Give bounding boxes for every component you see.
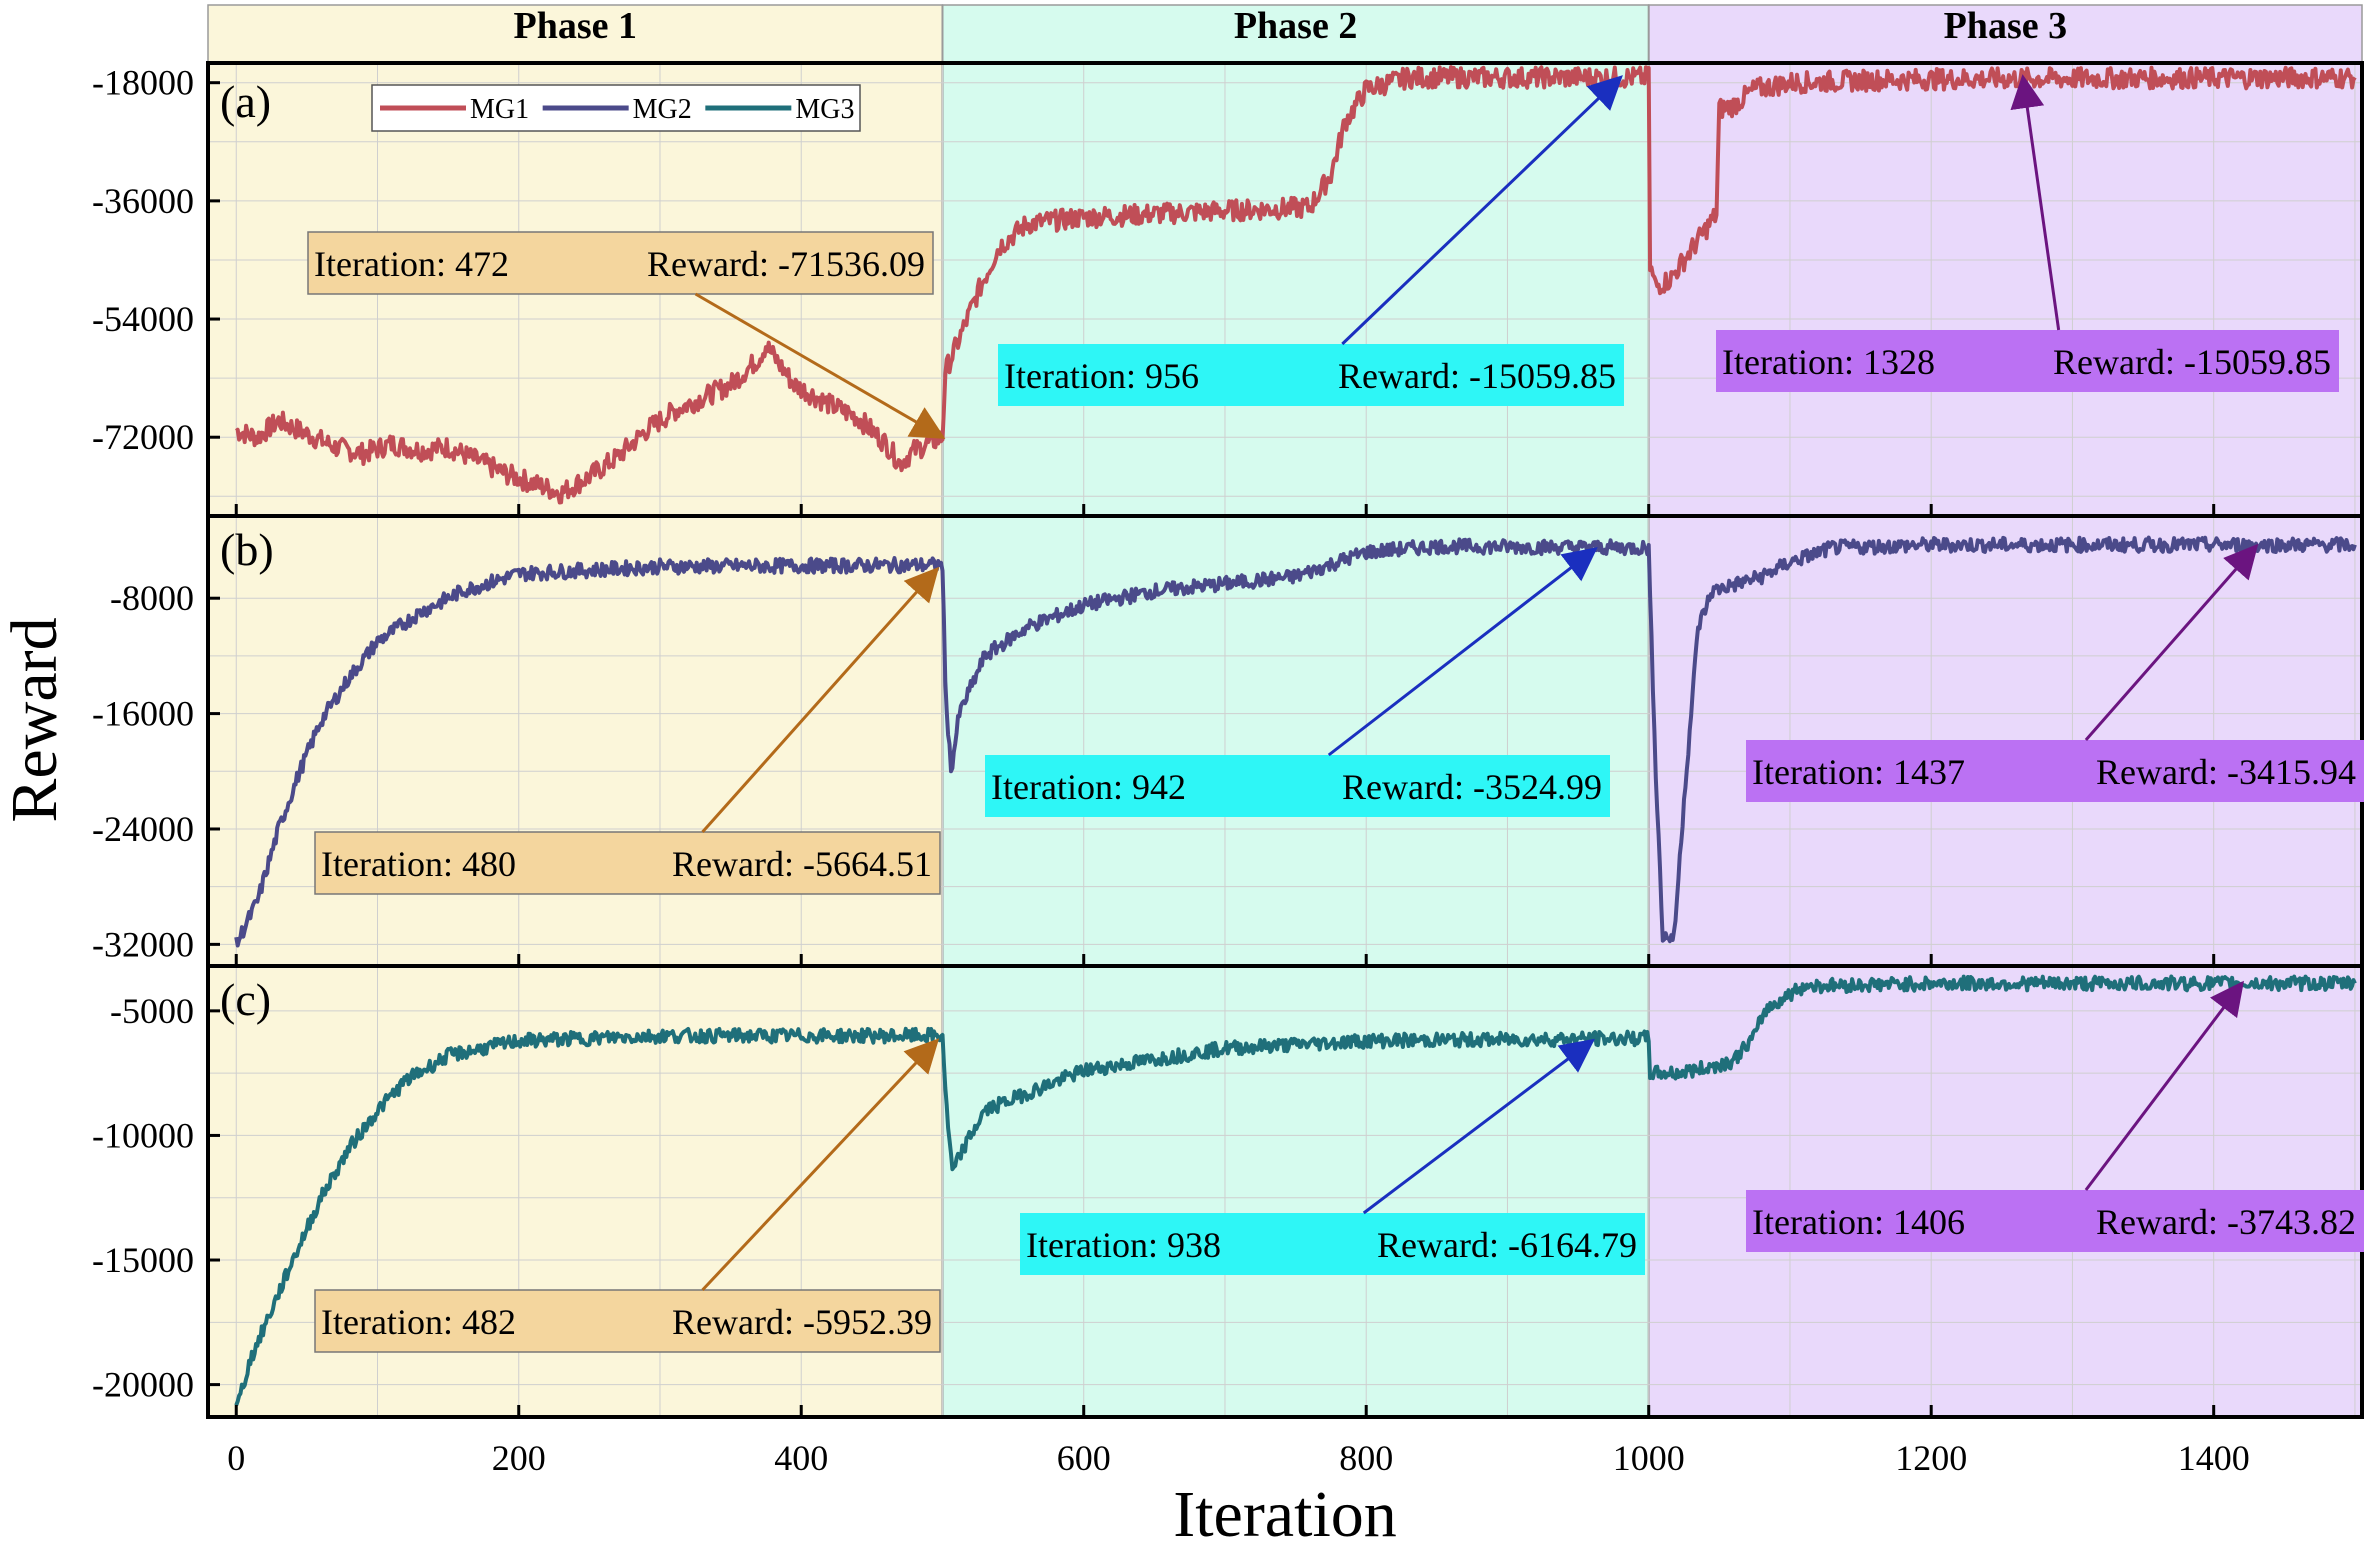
- annotation-iteration: Iteration: 942: [991, 767, 1186, 807]
- annotation-reward: Reward: -5952.39: [672, 1302, 932, 1342]
- annotation-reward: Reward: -6164.79: [1377, 1225, 1637, 1265]
- y-tick-label: -24000: [92, 809, 194, 849]
- y-tick-label: -20000: [92, 1365, 194, 1405]
- y-tick-label: -32000: [92, 924, 194, 964]
- annotation-arrow: [701, 1038, 940, 1292]
- phase-label-3: Phase 3: [1944, 5, 2068, 47]
- annotation-reward: Reward: -3743.82: [2096, 1202, 2356, 1242]
- annotation-arrow: [694, 292, 946, 439]
- legend: MG1 MG2 MG3: [371, 84, 861, 132]
- legend-label-mg1: MG1: [470, 94, 529, 125]
- annotation-arrow: [2084, 543, 2259, 741]
- annotation-box: [1716, 330, 2339, 392]
- annotation-arrow: [2010, 74, 2061, 331]
- legend-label-mg3: MG3: [795, 94, 854, 125]
- annotation-arrow: [701, 566, 940, 833]
- annotation-box: [307, 231, 934, 295]
- annotation-iteration: Iteration: 1328: [1722, 342, 1935, 382]
- phase-background-2: [942, 5, 1649, 1417]
- phase-label-1: Phase 1: [513, 5, 637, 47]
- x-axis-title: Iteration: [1173, 1478, 1397, 1544]
- y-tick-label: -15000: [92, 1240, 194, 1280]
- annotation-box: [1020, 1213, 1645, 1275]
- annotation-iteration: Iteration: 1406: [1752, 1202, 1965, 1242]
- x-tick-label: 1200: [1895, 1438, 1967, 1478]
- phase-label-2: Phase 2: [1234, 5, 1358, 47]
- y-tick-label: -8000: [110, 578, 194, 618]
- y-tick-label: -5000: [110, 991, 194, 1031]
- annotation-iteration: Iteration: 956: [1004, 356, 1199, 396]
- y-tick-label: -54000: [92, 299, 194, 339]
- annotation-iteration: Iteration: 480: [321, 844, 516, 884]
- x-tick-label: 400: [774, 1438, 828, 1478]
- annotation-iteration: Iteration: 472: [314, 244, 509, 284]
- annotation-arrow: [1362, 1038, 1595, 1215]
- x-tick-label: 200: [492, 1438, 546, 1478]
- legend-label-mg2: MG2: [633, 94, 692, 125]
- x-tick-label: 1400: [2178, 1438, 2250, 1478]
- annotation-arrow: [2084, 980, 2244, 1191]
- annotation-reward: Reward: -5664.51: [672, 844, 932, 884]
- x-tick-label: 800: [1339, 1438, 1393, 1478]
- x-tick-label: 600: [1057, 1438, 1111, 1478]
- panel-label: (b): [220, 524, 274, 575]
- annotation-iteration: Iteration: 482: [321, 1302, 516, 1342]
- annotation-iteration: Iteration: 1437: [1752, 752, 1965, 792]
- annotation-box: [998, 344, 1624, 406]
- y-tick-label: -36000: [92, 181, 194, 221]
- x-tick-label: 1000: [1613, 1438, 1685, 1478]
- annotation-box: [985, 755, 1610, 817]
- phase-background-3: [1648, 5, 2362, 1417]
- annotation-reward: Reward: -71536.09: [647, 244, 925, 284]
- annotation-arrow: [1341, 75, 1623, 346]
- y-tick-label: -10000: [92, 1115, 194, 1155]
- y-axis-title: Reward: [0, 617, 71, 822]
- x-tick-label: 0: [227, 1438, 245, 1478]
- annotation-reward: Reward: -15059.85: [2053, 342, 2331, 382]
- panel-label: (a): [220, 76, 271, 127]
- annotation-iteration: Iteration: 938: [1026, 1225, 1221, 1265]
- y-tick-label: -18000: [92, 63, 194, 103]
- annotation-arrow: [1327, 547, 1598, 757]
- annotation-box: [314, 1289, 941, 1353]
- y-tick-label: -72000: [92, 417, 194, 457]
- annotation-reward: Reward: -3415.94: [2096, 752, 2356, 792]
- series-line-mg1: [235, 65, 2357, 505]
- panel-label: (c): [220, 974, 271, 1025]
- annotation-reward: Reward: -15059.85: [1338, 356, 1616, 396]
- y-tick-label: -16000: [92, 694, 194, 734]
- annotation-box: [314, 831, 941, 895]
- series-line-mg2: [234, 535, 2357, 948]
- annotation-box: [1746, 1190, 2364, 1252]
- annotation-box: [1746, 740, 2364, 802]
- annotation-reward: Reward: -3524.99: [1342, 767, 1602, 807]
- series-line-mg3: [234, 974, 2357, 1407]
